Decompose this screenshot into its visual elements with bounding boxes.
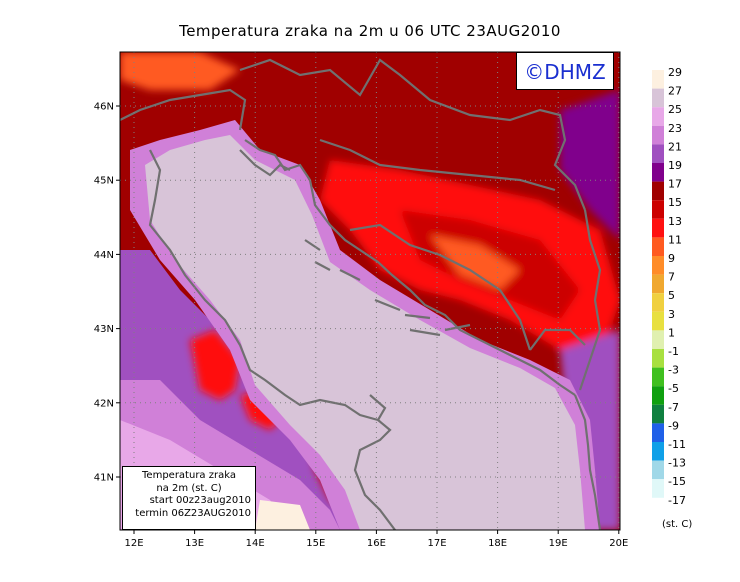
legend-swatch <box>652 218 664 238</box>
lon-label: 16E <box>367 538 386 549</box>
legend-swatch <box>652 163 664 182</box>
legend-swatch <box>652 88 664 108</box>
legend-swatch <box>652 404 664 424</box>
legend-label: -15 <box>668 475 686 488</box>
lon-label: 13E <box>185 538 204 549</box>
legend-swatch <box>652 181 664 201</box>
border-east <box>578 209 602 391</box>
legend-swatch <box>652 479 664 498</box>
legend-label: 5 <box>668 289 675 302</box>
info-line-3: start 00z23aug2010 <box>149 495 251 506</box>
field-balkan-east-purple <box>560 90 620 240</box>
legend-label: 3 <box>668 308 675 321</box>
legend-swatch <box>652 367 664 387</box>
legend-label: 25 <box>668 103 682 116</box>
legend-label: -7 <box>668 401 679 414</box>
lat-label: 41N <box>94 473 114 484</box>
legend-swatch <box>652 274 664 294</box>
field-balkan-orange <box>430 235 520 290</box>
info-box: Temperatura zraka na 2m (st. C) start 00… <box>122 466 256 530</box>
legend-swatch <box>652 144 664 163</box>
info-line-4: termin 06Z23AUG2010 <box>135 507 251 519</box>
legend-label: -5 <box>668 382 679 395</box>
legend-label: 1 <box>668 326 675 339</box>
field-italy-peak <box>255 500 310 530</box>
lon-label: 18E <box>488 538 507 549</box>
map-field <box>120 52 620 530</box>
legend-label: 23 <box>668 122 682 135</box>
legend-swatch <box>652 349 664 368</box>
lon-label: 19E <box>549 538 568 549</box>
dhmz-logo: ©DHMZ <box>516 52 614 90</box>
lat-label: 46N <box>94 102 114 113</box>
graticule <box>120 52 620 530</box>
lat-label: 43N <box>94 324 114 335</box>
legend-swatch <box>652 256 664 275</box>
legend-label: 11 <box>668 233 682 246</box>
legend-swatch <box>652 386 664 405</box>
field-north-orange <box>120 52 240 90</box>
legend-label: -17 <box>668 494 686 507</box>
border-montenegro <box>529 328 586 351</box>
legend-label: -13 <box>668 457 686 470</box>
legend-swatch <box>652 293 664 312</box>
legend-label: 27 <box>668 85 682 98</box>
legend-label: 19 <box>668 159 682 172</box>
legend-label: 29 <box>668 66 682 79</box>
legend-label: 13 <box>668 215 682 228</box>
map-title: Temperatura zraka na 2m u 06 UTC 23AUG20… <box>179 22 561 40</box>
border-north <box>239 58 587 211</box>
legend-swatch <box>652 442 664 461</box>
legend-swatch <box>652 200 664 219</box>
lon-label: 17E <box>427 538 446 549</box>
legend-label: -11 <box>668 438 686 451</box>
islands-1 <box>304 239 471 337</box>
legend-label: -3 <box>668 364 679 377</box>
map-frame <box>119 51 621 531</box>
info-line-1: Temperatura zraka <box>142 470 236 481</box>
lat-label: 45N <box>94 176 114 187</box>
istria <box>239 149 291 177</box>
legend-swatch <box>652 311 664 331</box>
legend-label: 7 <box>668 271 675 284</box>
color-legend: 29 27 25 23 21 19 17 15 13 11 9 7 5 3 1 -1 -3 -5 -7 -9 -11 -1… <box>652 66 686 507</box>
legend-swatch <box>652 70 664 89</box>
legend-label: 9 <box>668 252 675 265</box>
border-bosnia <box>349 223 532 351</box>
albania-coast <box>573 394 602 530</box>
coastlines <box>120 58 602 530</box>
legend-swatch <box>652 125 664 145</box>
info-line-2: na 2m (st. C) <box>156 482 222 494</box>
croatia-coast <box>244 139 576 396</box>
legend-swatch <box>652 460 664 480</box>
legend-unit: (st. C) <box>662 519 693 530</box>
legend-swatch <box>652 107 664 126</box>
legend-swatch <box>652 330 664 349</box>
longitude-axis: 12E 13E 14E 15E 16E 17E 18E 19E 20E <box>124 530 628 549</box>
legend-label: 17 <box>668 178 682 191</box>
italy-gargano <box>353 419 396 530</box>
field-sea <box>145 135 585 530</box>
legend-swatch <box>652 423 664 442</box>
lon-label: 14E <box>246 538 265 549</box>
lat-label: 44N <box>94 250 114 261</box>
lon-label: 12E <box>124 538 143 549</box>
lat-label: 42N <box>94 398 114 409</box>
legend-label: 21 <box>668 140 682 153</box>
italy-coast <box>120 88 387 422</box>
latitude-axis: 46N 45N 44N 43N 42N 41N <box>94 102 120 484</box>
field-italy-red-1 <box>190 330 240 400</box>
legend-label: 15 <box>668 196 682 209</box>
legend-label: -9 <box>668 419 679 432</box>
legend-label: -1 <box>668 345 679 358</box>
lon-label: 15E <box>306 538 325 549</box>
legend-swatch <box>652 237 664 256</box>
lon-label: 20E <box>609 538 628 549</box>
